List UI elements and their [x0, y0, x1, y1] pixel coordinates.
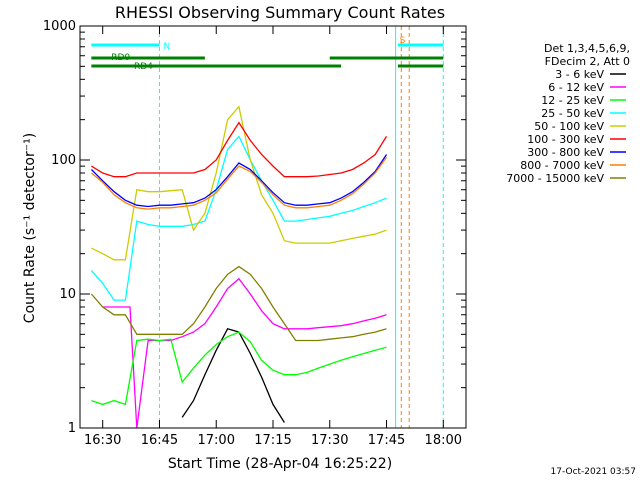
y-tick-label: 1000 — [43, 19, 76, 34]
y-axis: 1 10 100 1000 — [43, 19, 466, 436]
y-tick-label: 10 — [59, 287, 76, 302]
legend-entry: 6 - 12 keV — [548, 81, 604, 94]
x-tick-label: 17:15 — [254, 433, 291, 448]
plot-area: N RD0 RD4 S — [90, 26, 444, 429]
y-tick-label: 100 — [51, 153, 76, 168]
series-line — [90, 265, 387, 342]
annotation-label: RD4 — [134, 62, 153, 72]
legend-entry: 50 - 100 keV — [534, 120, 604, 133]
series-line — [90, 154, 388, 208]
timestamp: 17-Oct-2021 03:57 — [551, 467, 636, 477]
x-tick-label: 17:30 — [311, 433, 348, 448]
series-line — [102, 277, 387, 429]
y-tick-label: 1 — [68, 421, 76, 436]
plot-frame — [79, 25, 467, 429]
legend-entry: 3 - 6 keV — [555, 68, 604, 81]
x-tick-label: 18:00 — [425, 433, 462, 448]
legend-entry: 7000 - 15000 keV — [506, 172, 604, 185]
y-axis-label: Count Rate (s⁻¹ detector⁻¹) — [22, 133, 38, 323]
x-axis-label: Start Time (28-Apr-04 16:25:22) — [168, 456, 392, 472]
legend-header: Det 1,3,4,5,6,9, — [544, 42, 630, 55]
legend-entry: 800 - 7000 keV — [520, 159, 604, 172]
annotation-label: RD0 — [111, 53, 130, 63]
legend-entry: 25 - 50 keV — [541, 107, 604, 120]
x-tick-label: 16:45 — [141, 433, 178, 448]
chart-title: RHESSI Observing Summary Count Rates — [115, 3, 445, 22]
legend-entry: 300 - 800 keV — [527, 146, 604, 159]
x-tick-label: 17:00 — [198, 433, 235, 448]
x-tick-label: 17:45 — [368, 433, 405, 448]
series-line — [90, 135, 387, 301]
legend-header: FDecim 2, Att 0 — [545, 55, 630, 68]
series-line — [91, 331, 387, 406]
annotation-label: S — [400, 36, 406, 46]
x-tick-label: 16:30 — [84, 433, 121, 448]
series-line — [91, 105, 387, 261]
legend-entry: 100 - 300 keV — [527, 133, 604, 146]
legend-entry: 12 - 25 keV — [541, 94, 604, 107]
legend: Det 1,3,4,5,6,9,FDecim 2, Att 03 - 6 keV… — [506, 42, 630, 185]
annotation-label: N — [163, 42, 170, 52]
x-axis: 16:30 16:45 17:00 17:15 17:30 17:45 18:00 — [84, 26, 462, 448]
series-line — [181, 328, 285, 423]
series-line — [90, 156, 388, 210]
series-line — [91, 121, 388, 178]
